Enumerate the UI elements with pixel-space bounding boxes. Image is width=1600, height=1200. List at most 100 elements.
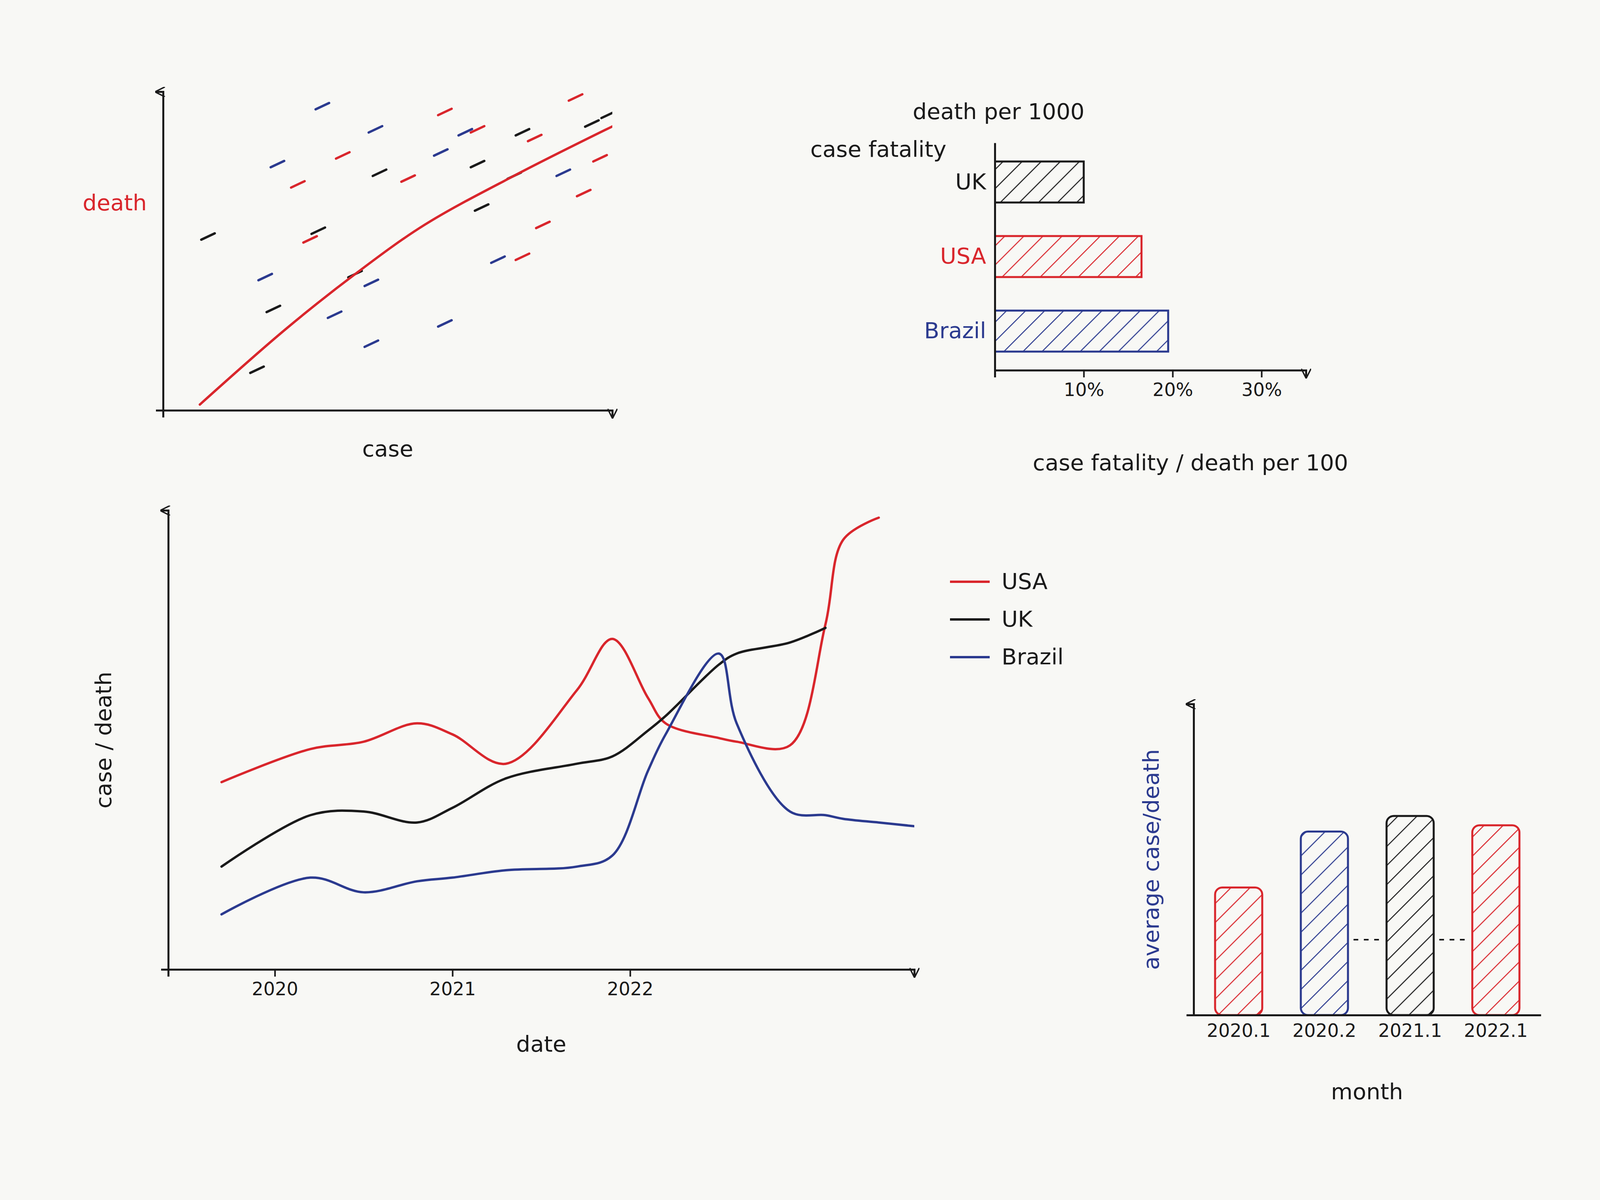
y-axis-title: case / death bbox=[90, 671, 117, 809]
point bbox=[364, 340, 379, 347]
point bbox=[372, 169, 387, 176]
axis-line bbox=[163, 410, 613, 418]
line bbox=[221, 653, 915, 915]
plot-area bbox=[221, 517, 915, 915]
gap-dots bbox=[1439, 938, 1467, 941]
x-axis: 2020 2021 2022 bbox=[168, 969, 915, 1000]
axis-line bbox=[168, 969, 915, 977]
tick-mark bbox=[274, 969, 276, 977]
point bbox=[250, 366, 264, 374]
point bbox=[266, 305, 281, 313]
x-axis-title: case bbox=[362, 435, 414, 462]
point bbox=[491, 256, 505, 263]
point bbox=[438, 108, 452, 116]
tick-label: 2020 bbox=[251, 978, 299, 1000]
y-axis bbox=[161, 510, 169, 970]
x-axis: 10%20%30% bbox=[995, 370, 1307, 401]
point bbox=[601, 111, 613, 118]
chart: 10%20%30% UK USA Brazil case fatality / deat… bbox=[810, 98, 1349, 476]
tick: USA bbox=[940, 242, 995, 269]
tick-label: 20% bbox=[1152, 378, 1193, 401]
tick-label: 2022.1 bbox=[1463, 1019, 1528, 1042]
y-axis bbox=[155, 92, 164, 411]
line bbox=[200, 126, 613, 405]
y-axis-title: case fatality bbox=[810, 136, 947, 162]
tick: 2020.2 bbox=[1292, 1015, 1357, 1042]
legend-label: Brazil bbox=[1001, 643, 1064, 670]
point bbox=[470, 161, 485, 168]
x-axis-title: case fatality / death per 100 bbox=[1032, 449, 1349, 476]
point bbox=[593, 155, 607, 162]
point bbox=[515, 253, 530, 260]
bar bbox=[994, 236, 1142, 277]
point bbox=[336, 152, 350, 159]
point bbox=[585, 120, 599, 127]
point bbox=[536, 221, 550, 229]
bar bbox=[994, 310, 1169, 352]
point bbox=[291, 181, 305, 188]
legend-swatch bbox=[950, 618, 990, 621]
tick-label: 2021 bbox=[429, 978, 476, 1000]
legend-swatch bbox=[950, 655, 990, 659]
point bbox=[311, 227, 325, 234]
point bbox=[401, 175, 415, 182]
line bbox=[221, 517, 879, 783]
x-axis-title: month bbox=[1330, 1078, 1404, 1105]
y-axis-title-alt: death per 1000 bbox=[912, 98, 1085, 125]
tick-mark bbox=[629, 969, 631, 977]
tick-label: 2020.2 bbox=[1292, 1019, 1357, 1042]
x-axis: 2020.1 2020.2 2021.1 2022.1 bbox=[1194, 1015, 1542, 1042]
sheet: case death 10%20%30% UK USA Brazil case fatali… bbox=[0, 0, 1600, 1200]
y-axis bbox=[1186, 704, 1195, 1016]
y-axis-title: average case/death bbox=[1138, 749, 1164, 970]
point bbox=[568, 94, 583, 101]
tick: Brazil bbox=[924, 317, 995, 344]
chart: case death bbox=[82, 92, 615, 462]
chart: 2020.1 2020.2 2021.1 2022.1 month average cas… bbox=[1138, 704, 1542, 1105]
tick-mark bbox=[1172, 370, 1174, 378]
plot-area bbox=[1215, 815, 1520, 1016]
tick: UK bbox=[955, 168, 995, 195]
point bbox=[258, 273, 272, 281]
tick: 2021.1 bbox=[1378, 1015, 1443, 1042]
axis-line bbox=[1186, 704, 1195, 1016]
bar bbox=[994, 161, 1084, 203]
axis-line bbox=[1194, 1014, 1542, 1017]
tick: 2021 bbox=[429, 969, 476, 1000]
point bbox=[527, 134, 542, 142]
paper bbox=[0, 0, 1600, 1200]
legend-label: USA bbox=[1001, 568, 1048, 595]
point bbox=[515, 128, 530, 136]
tick-mark bbox=[451, 969, 454, 977]
point bbox=[364, 279, 379, 287]
point bbox=[576, 190, 591, 197]
point bbox=[434, 149, 448, 156]
point bbox=[270, 161, 285, 168]
point bbox=[556, 169, 571, 176]
axis-line bbox=[995, 370, 1307, 378]
plot-area bbox=[994, 161, 1169, 352]
legend-label: UK bbox=[1001, 605, 1033, 632]
tick-label: 2021.1 bbox=[1378, 1019, 1443, 1042]
point bbox=[475, 204, 489, 211]
plot-area bbox=[200, 94, 613, 405]
bar bbox=[1215, 887, 1263, 1016]
tick: 2020 bbox=[251, 969, 299, 1000]
bar bbox=[1300, 831, 1349, 1016]
y-axis-title: death bbox=[82, 189, 147, 216]
point bbox=[315, 103, 329, 110]
tick: 2022 bbox=[607, 969, 654, 1000]
tick: 2020.1 bbox=[1206, 1015, 1271, 1042]
x-axis bbox=[163, 410, 613, 418]
tick-label: USA bbox=[940, 242, 987, 269]
line bbox=[221, 627, 826, 867]
bar bbox=[1386, 815, 1434, 1016]
point bbox=[201, 233, 215, 240]
axis-line bbox=[994, 143, 997, 371]
tick-mark bbox=[1083, 370, 1085, 378]
point bbox=[368, 126, 383, 133]
point bbox=[303, 236, 317, 243]
tick-label: Brazil bbox=[924, 317, 987, 344]
point bbox=[458, 128, 473, 136]
axis-line bbox=[155, 92, 164, 411]
